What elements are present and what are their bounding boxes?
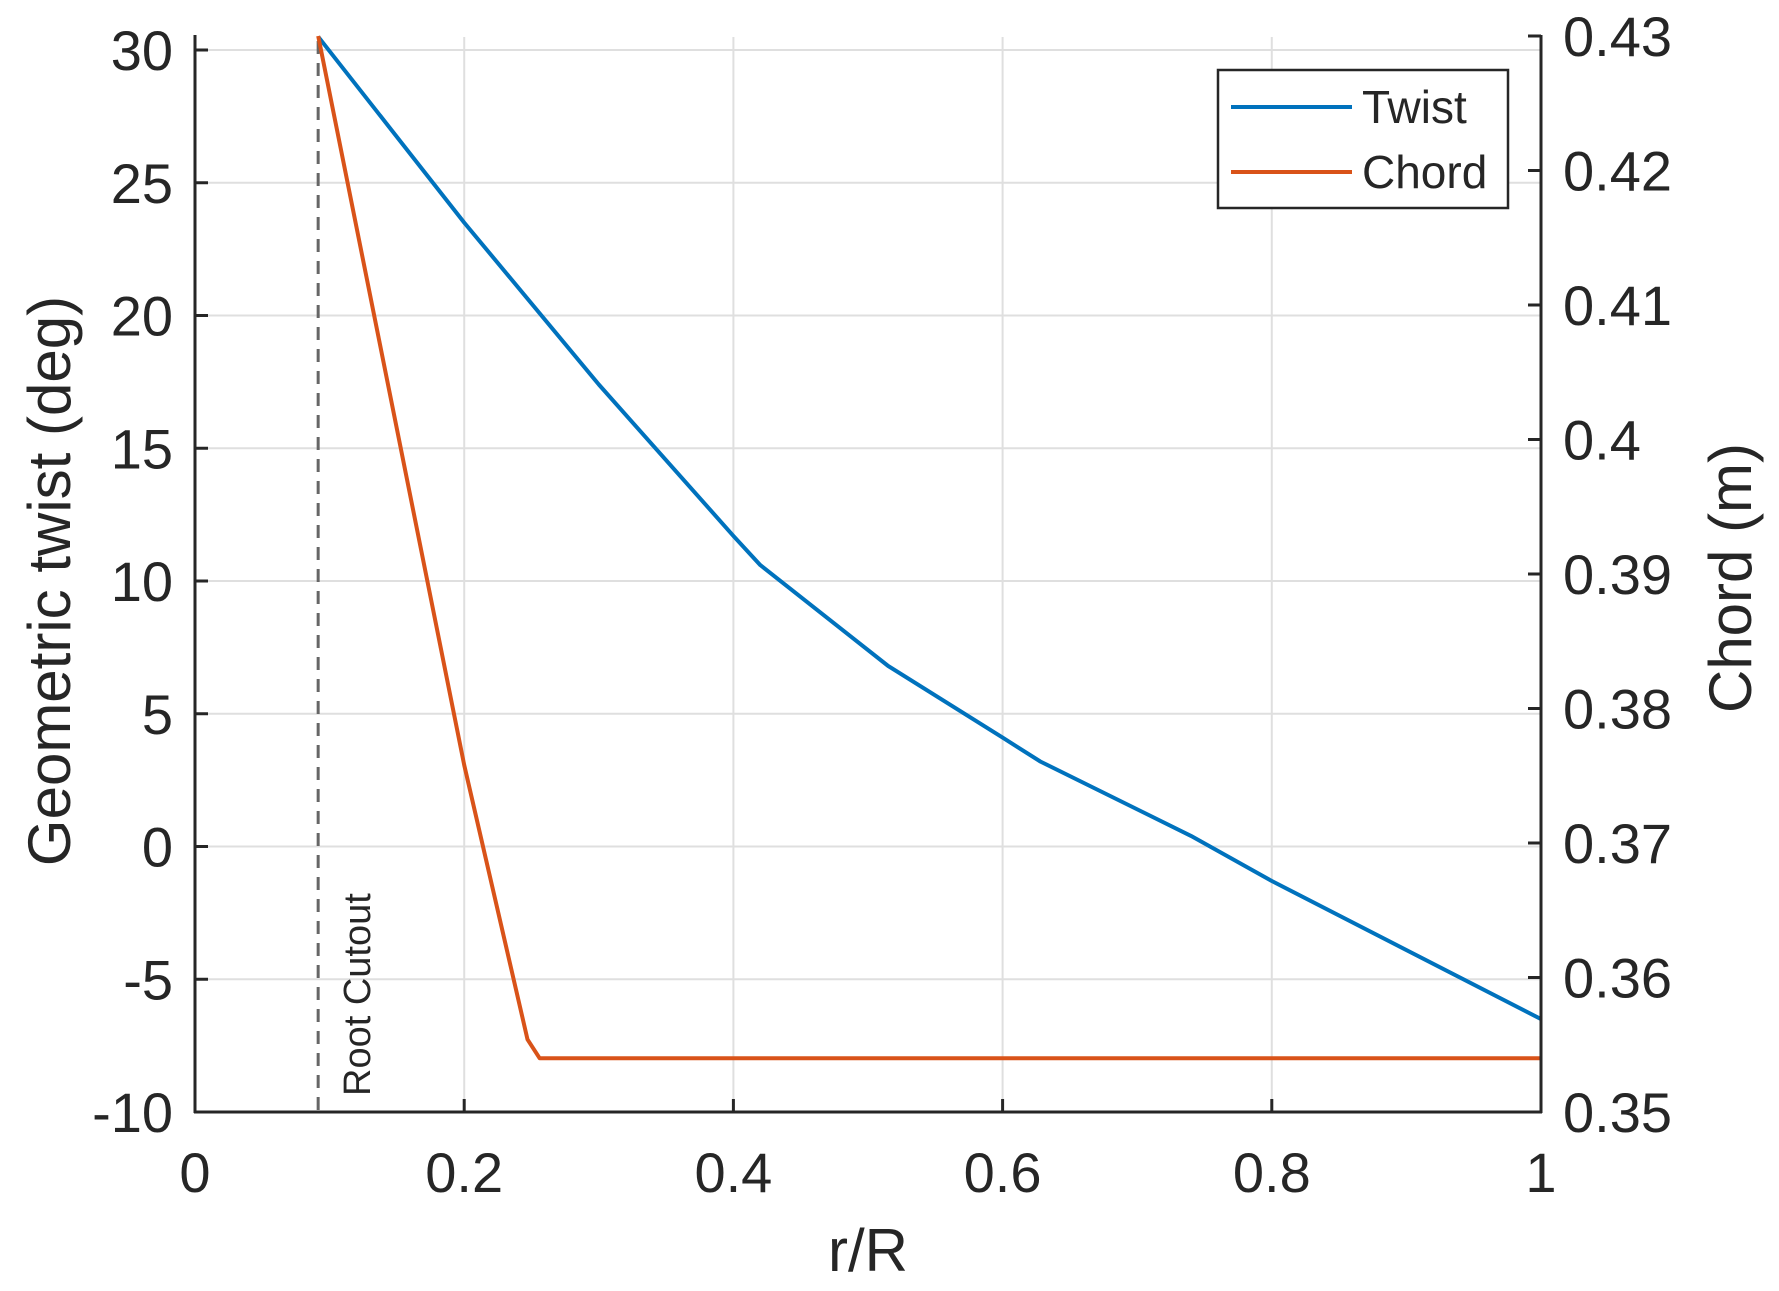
right-y-tick-label: 0.41 (1563, 274, 1672, 337)
grid-lines (195, 37, 1541, 1112)
legend-box (1216, 68, 1510, 210)
legend-chord-label: Chord (1362, 146, 1487, 198)
chord-line (316, 35, 1541, 1061)
left-y-tick-label: 10 (111, 550, 173, 613)
right-y-tick-label: 0.43 (1563, 5, 1672, 68)
right-y-tick-label: 0.35 (1563, 1081, 1672, 1144)
legend: Twist Chord (1216, 68, 1510, 210)
left-y-tick-label: 25 (111, 152, 173, 215)
x-tick-label: 0 (179, 1141, 210, 1204)
left-y-tick-label: 5 (142, 683, 173, 746)
root-cutout-annotation: Root Cutout (316, 41, 379, 1112)
x-axis-label: r/R (828, 1217, 908, 1284)
left-y-tick-label: 20 (111, 285, 173, 348)
x-tick-label: 0.6 (964, 1141, 1042, 1204)
tick-labels: 0 0.2 0.4 0.6 0.8 1 30 25 20 15 10 5 0 -5 -10 0.43 0.42 0… (92, 5, 1672, 1204)
right-y-tick-label: 0.36 (1563, 947, 1672, 1010)
left-y-tick-label: 15 (111, 417, 173, 480)
left-y-tick-label: 0 (142, 816, 173, 879)
left-y-tick-label: 30 (111, 19, 173, 82)
right-y-tick-label: 0.42 (1563, 140, 1672, 203)
x-tick-label: 0.4 (694, 1141, 772, 1204)
left-y-tick-label: -5 (123, 948, 173, 1011)
left-y-tick-label: -10 (92, 1081, 173, 1144)
legend-twist-label: Twist (1362, 81, 1467, 133)
root-cutout-label: Root Cutout (337, 893, 379, 1096)
right-y-tick-label: 0.37 (1563, 812, 1672, 875)
right-y-axis-label: Chord (m) (1697, 443, 1764, 713)
right-y-tick-label: 0.38 (1563, 678, 1672, 741)
x-tick-label: 0.2 (425, 1141, 503, 1204)
plot-series (316, 35, 1542, 1061)
left-y-axis-label: Geometric twist (deg) (16, 296, 83, 866)
x-tick-label: 1 (1525, 1141, 1556, 1204)
right-y-tick-label: 0.39 (1563, 543, 1672, 606)
right-y-tick-label: 0.4 (1563, 409, 1641, 472)
x-tick-label: 0.8 (1233, 1141, 1311, 1204)
twist-line (316, 35, 1542, 1021)
